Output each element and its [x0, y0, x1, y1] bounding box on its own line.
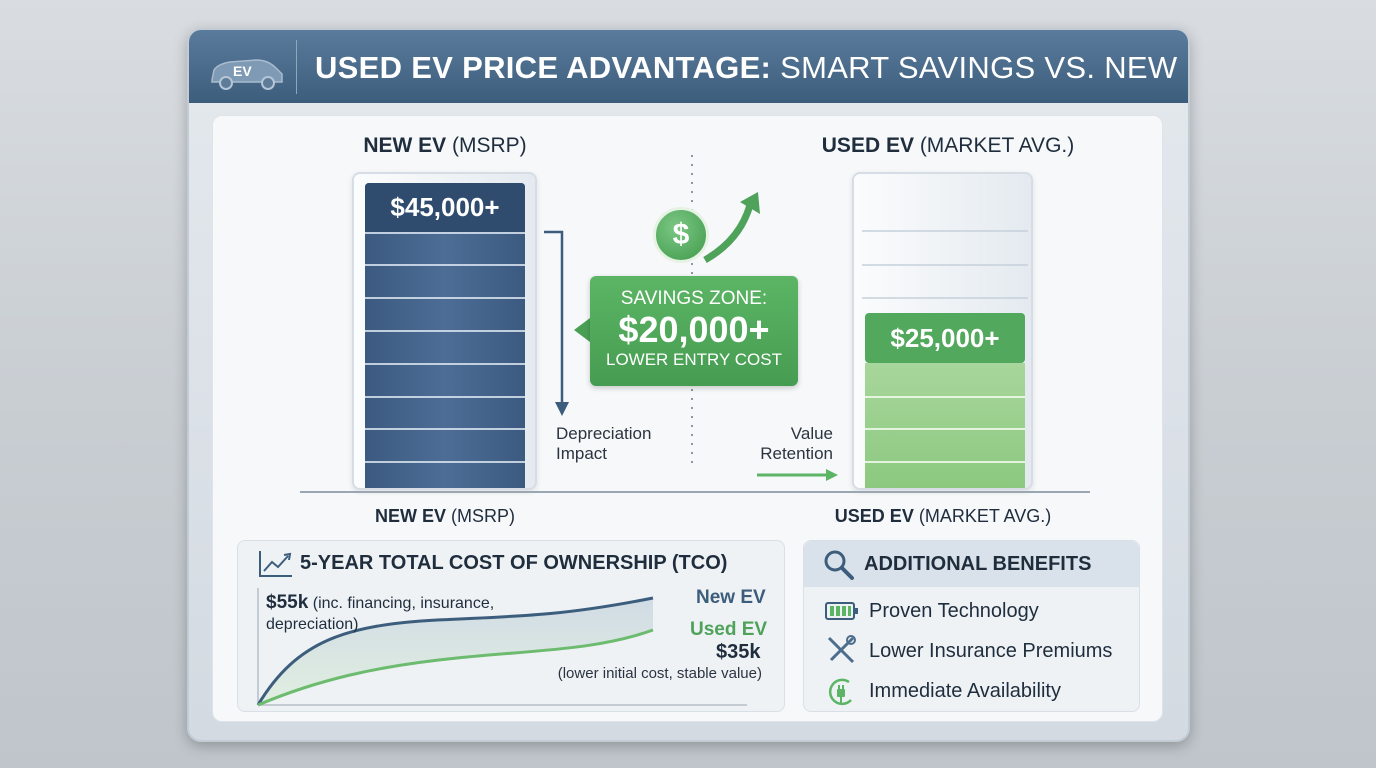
bar-segment-line	[365, 232, 525, 234]
benefit-item: Proven Technology	[869, 600, 1039, 622]
baseline	[300, 491, 1090, 493]
trend-chart-icon	[259, 551, 292, 577]
plug-icon	[828, 678, 852, 706]
benefits-title: ADDITIONAL BENEFITS	[864, 553, 1092, 575]
bar-segment-line	[862, 264, 1028, 266]
savings-amount: $20,000+	[618, 309, 770, 350]
value-retention-label: Value Retention	[760, 424, 833, 463]
new-ev-tco-line	[256, 596, 654, 706]
bar-segment-line	[365, 363, 525, 365]
search-icon	[824, 550, 854, 580]
used-ev-title: USED EV (MARKET AVG.)	[821, 134, 1075, 157]
savings-note: LOWER ENTRY COST	[605, 350, 782, 369]
bar-segment-line	[865, 396, 1025, 398]
new-ev-title: NEW EV (MSRP)	[363, 134, 527, 157]
header-bar	[189, 30, 1188, 103]
ev-icon-label: EV	[233, 63, 252, 79]
bar-segment-line	[365, 330, 525, 332]
bar-segment-line	[365, 428, 525, 430]
benefit-item: Lower Insurance Premiums	[869, 640, 1113, 662]
benefit-item: Immediate Availability	[869, 680, 1061, 702]
used-ev-tco-line	[257, 628, 654, 707]
bar-segment-line	[865, 428, 1025, 430]
used-ev-price: $25,000+	[865, 313, 1025, 363]
new-ev-legend: New EV	[696, 587, 766, 608]
tco-title: 5-YEAR TOTAL COST OF OWNERSHIP (TCO)	[300, 552, 728, 574]
bar-segment-line	[865, 461, 1025, 463]
bar-segment-line	[365, 297, 525, 299]
used-ev-legend: Used EV	[690, 619, 768, 640]
savings-pointer	[574, 318, 590, 342]
bar-segment-line	[862, 230, 1028, 232]
benefits-header	[804, 541, 1139, 587]
new-ev-price: $45,000+	[365, 183, 525, 232]
used-ev-bar	[865, 363, 1025, 488]
depreciation-arrow	[544, 230, 564, 408]
growth-arrow-icon	[703, 203, 754, 264]
header-divider	[296, 40, 297, 94]
bar-segment-line	[862, 297, 1028, 299]
page-title: USED EV PRICE ADVANTAGE: SMART SAVINGS V…	[315, 50, 1178, 85]
new-ev-axis-label: NEW EV (MSRP)	[374, 506, 516, 526]
used-ev-tco-note: (lower initial cost, stable value)	[557, 665, 762, 682]
bar-segment-line	[365, 396, 525, 398]
bar-segment-line	[365, 461, 525, 463]
used-ev-axis-label: USED EV (MARKET AVG.)	[834, 506, 1052, 526]
battery-icon	[825, 602, 858, 620]
bar-segment-line	[365, 264, 525, 266]
depreciation-label: Depreciation Impact	[556, 424, 652, 463]
dollar-coin-icon: $	[653, 207, 709, 263]
used-ev-tco-value: $35k	[716, 641, 761, 663]
tools-icon	[827, 635, 856, 664]
savings-label: SAVINGS ZONE:	[620, 288, 768, 309]
tco-chart	[256, 588, 747, 707]
ev-car-icon	[211, 59, 283, 90]
savings-zone-box: SAVINGS ZONE: $20,000+ LOWER ENTRY COST	[590, 276, 798, 386]
connectors	[544, 155, 838, 481]
new-ev-tco-note: $55k (inc. financing, insurance, deprecia…	[266, 592, 495, 633]
